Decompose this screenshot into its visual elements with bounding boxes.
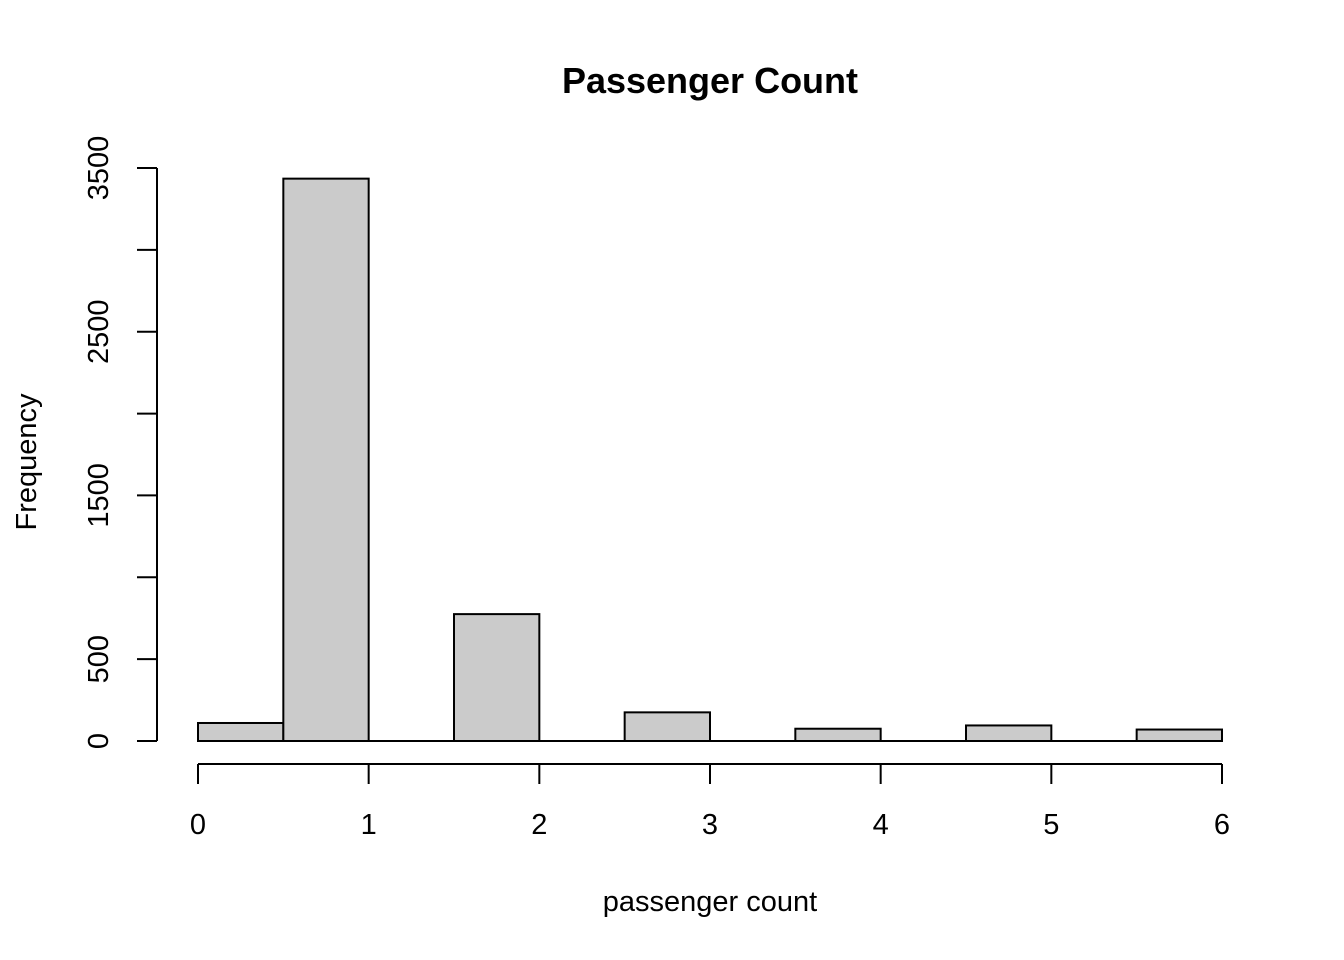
histogram-bar-3 (453, 613, 541, 742)
y-axis-label: Frequency (11, 393, 43, 531)
y-tick-label-4: 3500 (83, 136, 115, 201)
x-tick-label-0: 0 (190, 809, 206, 841)
x-tick-label-2: 2 (531, 809, 547, 841)
y-tick-label-0: 0 (83, 733, 115, 749)
y-tick-label-1: 500 (83, 635, 115, 683)
x-axis-label: passenger count (603, 886, 817, 918)
bars-group (197, 177, 1223, 743)
x-tick-label-4: 4 (873, 809, 889, 841)
histogram-bar-5 (623, 711, 712, 742)
histogram-bar-0 (197, 721, 285, 743)
x-tick-label-1: 1 (361, 809, 377, 841)
x-tick-label-6: 6 (1214, 809, 1230, 841)
x-tick-label-5: 5 (1043, 809, 1059, 841)
histogram-bar-11 (1135, 728, 1223, 742)
chart-title: Passenger Count (562, 60, 858, 101)
y-axis: 0 500 1500 2500 3500 (83, 136, 158, 749)
histogram-bar-7 (794, 727, 882, 743)
x-tick-label-3: 3 (702, 809, 718, 841)
histogram-bar-9 (965, 724, 1053, 743)
y-tick-label-3: 2500 (83, 299, 115, 364)
histogram-bar-1 (282, 177, 370, 743)
x-axis: 0 1 2 3 4 5 6 (190, 763, 1230, 841)
y-tick-label-2: 1500 (83, 463, 115, 528)
